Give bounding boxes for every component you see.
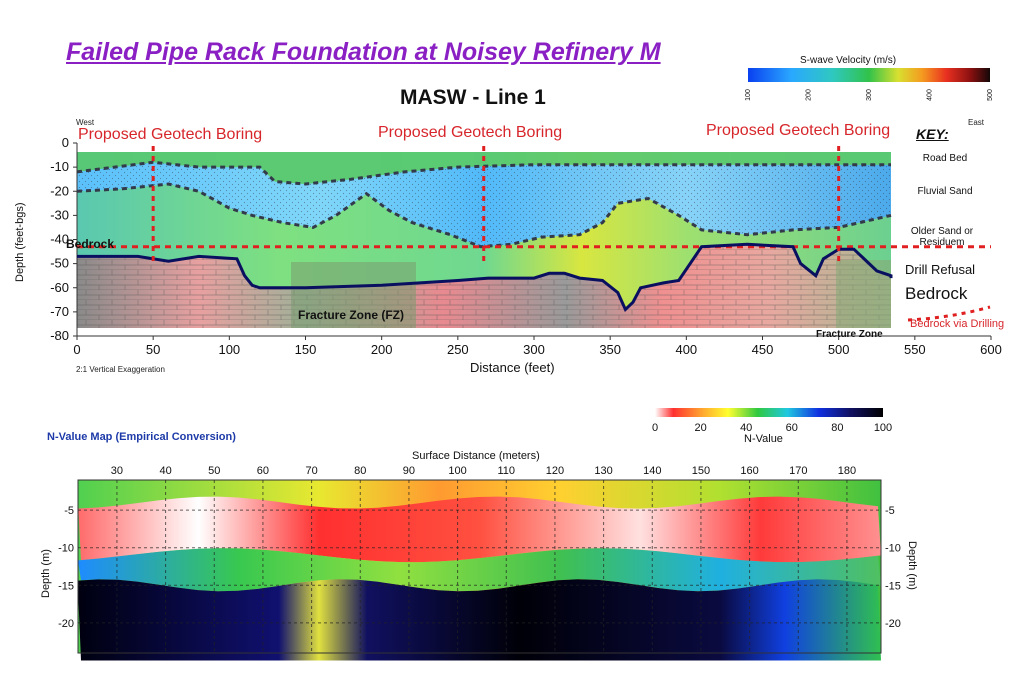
velocity-colorbar — [748, 68, 990, 82]
nvalue-x-tick: 180 — [838, 465, 856, 477]
nvalue-colorbar-tick: 20 — [694, 422, 706, 434]
nvalue-x-tick: 140 — [643, 465, 661, 477]
nvalue-x-tick: 100 — [448, 465, 466, 477]
key-road-bed: Road Bed — [900, 153, 990, 164]
nvalue-x-tick: 80 — [354, 465, 366, 477]
nvalue-y-tick-right: -20 — [885, 618, 901, 630]
velocity-colorbar-tick: 300 — [866, 89, 873, 101]
boring-label-1: Proposed Geotech Boring — [78, 126, 262, 144]
masw-x-tick: 450 — [752, 342, 774, 357]
boring-label-2: Proposed Geotech Boring — [378, 124, 562, 142]
velocity-colorbar-tick: 400 — [927, 89, 934, 101]
key-title: KEY: — [916, 126, 949, 142]
nvalue-colorbar-title: N-Value — [744, 433, 783, 445]
nvalue-colorbar-tick: 0 — [652, 422, 658, 434]
nvalue-map — [78, 480, 881, 661]
velocity-colorbar-tick: 500 — [987, 89, 994, 101]
nvalue-x-tick: 40 — [159, 465, 171, 477]
masw-y-tick: -60 — [50, 280, 69, 295]
nvalue-x-ticks: 30 40 50 60 70 80 90 100 110 120 130 140 150 160 170 18… — [111, 465, 856, 477]
nvalue-colorbar-tick: 80 — [831, 422, 843, 434]
masw-y-tick: 0 — [62, 135, 69, 150]
nvalue-colorbar — [655, 408, 883, 417]
vertical-exaggeration-note: 2:1 Vertical Exaggeration — [76, 365, 165, 374]
masw-x-tick: 100 — [218, 342, 240, 357]
nvalue-y-tick-left: -15 — [58, 580, 74, 592]
nvalue-y-tick-left: -10 — [58, 543, 74, 555]
nvalue-map-title: N-Value Map (Empirical Conversion) — [47, 431, 236, 443]
nvalue-xlabel: Surface Distance (meters) — [412, 450, 540, 462]
nvalue-x-tick: 120 — [546, 465, 564, 477]
masw-y-tick: -10 — [50, 159, 69, 174]
bedrock-left-label: Bedrock — [66, 237, 114, 251]
nvalue-x-tick: 70 — [305, 465, 317, 477]
nvalue-x-tick: 60 — [257, 465, 269, 477]
nvalue-x-tick: 170 — [789, 465, 807, 477]
bedrock-right-label: Bedrock — [905, 284, 967, 304]
nvalue-x-tick: 160 — [740, 465, 758, 477]
masw-x-tick: 550 — [904, 342, 926, 357]
masw-x-tick: 400 — [675, 342, 697, 357]
masw-x-tick: 300 — [523, 342, 545, 357]
masw-x-tick: 200 — [371, 342, 393, 357]
nvalue-y-tick-left: -20 — [58, 618, 74, 630]
nvalue-colorbar-tick: 60 — [786, 422, 798, 434]
masw-x-tick: 600 — [980, 342, 1002, 357]
nvalue-x-tick: 150 — [692, 465, 710, 477]
velocity-colorbar-ticks: 100 200 300 400 500 — [745, 89, 994, 101]
masw-x-tick: 150 — [295, 342, 317, 357]
nvalue-colorbar-tick: 100 — [874, 422, 892, 434]
masw-x-tick: 350 — [599, 342, 621, 357]
masw-x-tick: 500 — [828, 342, 850, 357]
masw-y-tick: -50 — [50, 256, 69, 271]
nvalue-ylabel: Depth (m) — [40, 549, 52, 598]
nvalue-x-tick: 130 — [594, 465, 612, 477]
masw-xlabel: Distance (feet) — [470, 360, 555, 375]
nvalue-x-tick: 110 — [497, 465, 515, 477]
masw-y-tick: -30 — [50, 207, 69, 222]
nvalue-x-tick: 50 — [208, 465, 220, 477]
masw-x-tick: 50 — [146, 342, 160, 357]
drill-refusal-label: Drill Refusal — [905, 262, 975, 277]
nvalue-y-tick-left: -5 — [64, 505, 74, 517]
nvalue-y-tick-right: -5 — [885, 505, 895, 517]
nvalue-y-tick-right: -15 — [885, 580, 901, 592]
boring-label-3: Proposed Geotech Boring — [706, 122, 890, 140]
velocity-colorbar-tick: 100 — [745, 89, 752, 101]
nvalue-y-tick-right: -10 — [885, 543, 901, 555]
masw-ylabel: Depth (feet-bgs) — [14, 203, 26, 282]
masw-y-tick: -20 — [50, 183, 69, 198]
bedrock-drilling-label: Bedrock via Drilling — [910, 318, 1004, 330]
masw-y-tick: -80 — [50, 328, 69, 343]
masw-y-tick: -70 — [50, 304, 69, 319]
velocity-colorbar-tick: 200 — [806, 89, 813, 101]
key-fluvial-sand: Fluvial Sand — [900, 186, 990, 197]
masw-x-tick: 250 — [447, 342, 469, 357]
key-older-sand: Older Sand or Residuem — [902, 226, 982, 248]
masw-x-tick: 0 — [73, 342, 80, 357]
fracture-zone-label: Fracture Zone (FZ) — [298, 308, 404, 322]
fracture-zone-right-label: Fracture Zone — [816, 329, 883, 340]
nvalue-x-tick: 90 — [403, 465, 415, 477]
nvalue-ylabel-right: Depth (m) — [906, 541, 918, 590]
fracture-zone-right-box — [836, 260, 891, 328]
nvalue-x-tick: 30 — [111, 465, 123, 477]
